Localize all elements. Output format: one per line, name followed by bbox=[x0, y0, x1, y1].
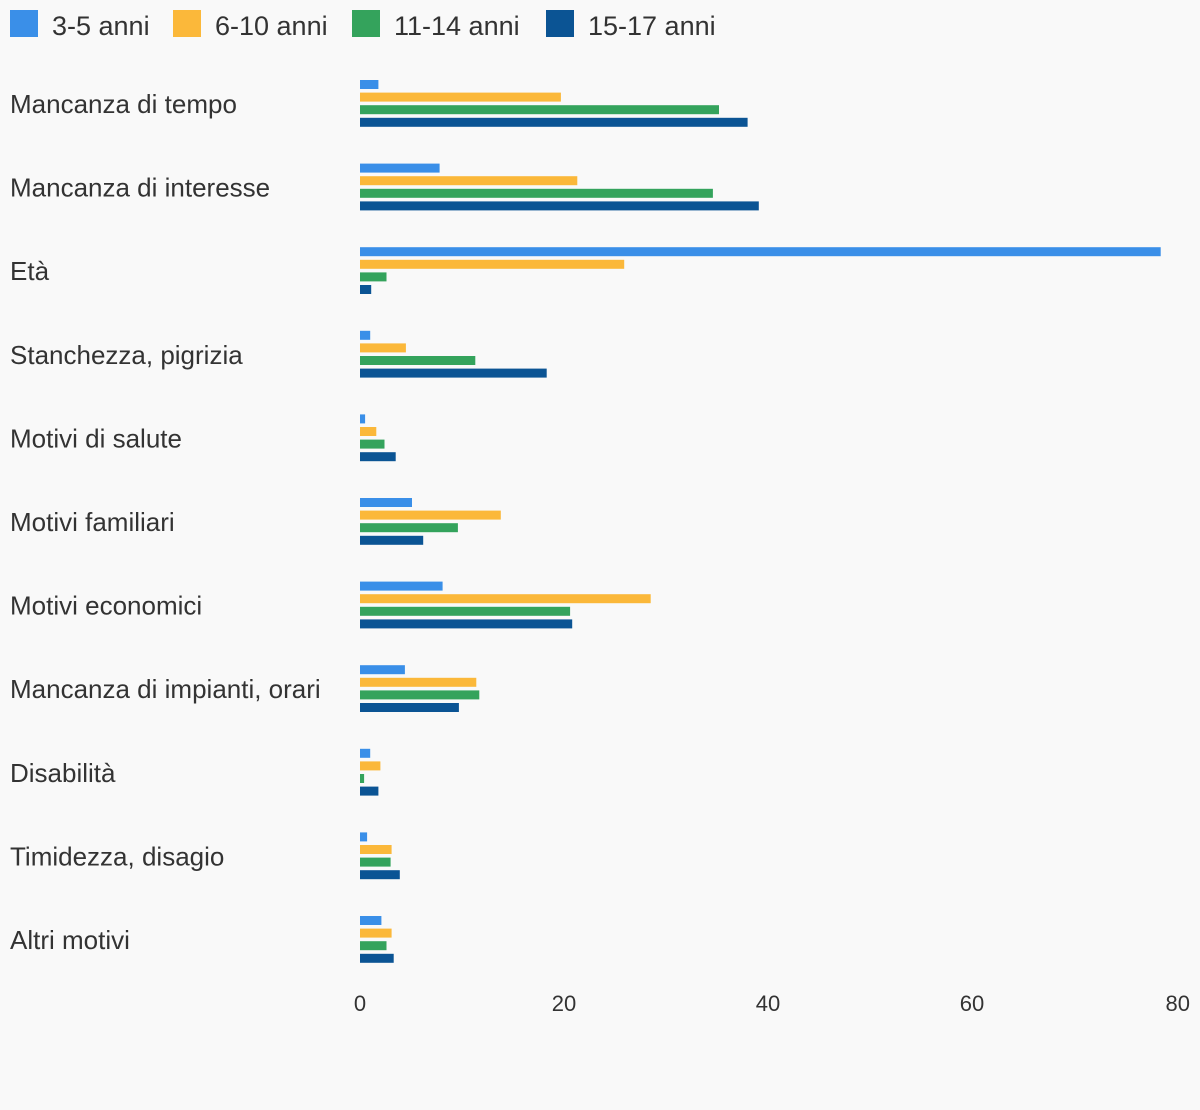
bar-4-2 bbox=[360, 201, 759, 211]
bar-3-7 bbox=[360, 606, 571, 616]
x-tick-label: 60 bbox=[960, 991, 984, 1016]
bar-2-10 bbox=[360, 845, 392, 854]
bar-4-6 bbox=[360, 535, 424, 545]
bar-2-7 bbox=[360, 594, 651, 604]
bar-1-8 bbox=[360, 665, 405, 675]
bar-4-11 bbox=[360, 953, 394, 963]
bar-4-3 bbox=[360, 285, 372, 294]
bar-3-1 bbox=[360, 105, 719, 115]
category-label: Mancanza di interesse bbox=[10, 173, 270, 203]
bar-4-8 bbox=[360, 703, 459, 712]
bar-3-2 bbox=[360, 188, 713, 198]
x-axis: 0 20 40 60 80 bbox=[354, 991, 1190, 1016]
legend-swatch-1 bbox=[10, 10, 38, 37]
category-label: Età bbox=[10, 256, 50, 286]
bar-3-8 bbox=[360, 690, 480, 700]
bar-1-2 bbox=[360, 163, 440, 173]
bar-4-10 bbox=[360, 870, 400, 880]
category-label: Motivi economici bbox=[10, 591, 202, 621]
legend-label-3: 11-14 anni bbox=[394, 11, 520, 41]
legend-label-4: 15-17 anni bbox=[588, 11, 716, 41]
bar-3-6 bbox=[360, 523, 458, 533]
bar-2-8 bbox=[360, 677, 477, 687]
bar-3-5 bbox=[360, 439, 385, 449]
bar-1-9 bbox=[360, 748, 371, 758]
bar-1-10 bbox=[360, 832, 368, 842]
bar-3-9 bbox=[360, 774, 365, 783]
bar-1-4 bbox=[360, 330, 371, 340]
category-label: Stanchezza, pigrizia bbox=[10, 340, 243, 370]
legend-label-2: 6-10 anni bbox=[215, 11, 328, 41]
bar-2-11 bbox=[360, 928, 392, 938]
bar-1-1 bbox=[360, 80, 379, 89]
bar-1-11 bbox=[360, 916, 382, 925]
bar-3-10 bbox=[360, 857, 391, 867]
bar-4-9 bbox=[360, 786, 379, 796]
category-labels: Mancanza di tempo Mancanza di interesse Et… bbox=[10, 89, 321, 955]
category-label: Motivi di salute bbox=[10, 423, 182, 453]
bar-1-6 bbox=[360, 498, 412, 507]
bar-2-9 bbox=[360, 761, 381, 771]
bar-2-6 bbox=[360, 510, 501, 520]
category-label: Disabilità bbox=[10, 758, 116, 788]
category-label: Altri motivi bbox=[10, 925, 130, 955]
bar-1-3 bbox=[360, 247, 1161, 257]
bar-4-5 bbox=[360, 452, 396, 462]
x-tick-label: 20 bbox=[552, 991, 576, 1016]
bar-4-4 bbox=[360, 368, 547, 378]
bar-1-7 bbox=[360, 581, 443, 591]
legend-label-1: 3-5 anni bbox=[52, 11, 150, 41]
x-tick-label: 0 bbox=[354, 991, 366, 1016]
bar-2-4 bbox=[360, 343, 406, 353]
legend-swatch-3 bbox=[352, 10, 380, 37]
bar-3-11 bbox=[360, 941, 387, 951]
bar-1-5 bbox=[360, 414, 366, 424]
bar-2-5 bbox=[360, 427, 377, 436]
legend: 3-5 anni 6-10 anni 11-14 anni 15-17 anni bbox=[10, 10, 716, 41]
category-label: Mancanza di impianti, orari bbox=[10, 674, 321, 704]
bar-3-3 bbox=[360, 272, 387, 282]
bar-2-2 bbox=[360, 176, 578, 186]
x-tick-label: 40 bbox=[756, 991, 780, 1016]
x-tick-label: 80 bbox=[1166, 991, 1190, 1016]
bar-4-7 bbox=[360, 619, 573, 629]
bar-3-4 bbox=[360, 356, 476, 365]
bars bbox=[360, 80, 1161, 963]
bar-4-1 bbox=[360, 117, 748, 127]
bar-2-3 bbox=[360, 259, 625, 269]
category-label: Timidezza, disagio bbox=[10, 841, 224, 871]
legend-swatch-2 bbox=[173, 10, 201, 37]
legend-swatch-4 bbox=[546, 10, 574, 37]
category-label: Motivi familiari bbox=[10, 507, 175, 537]
category-label: Mancanza di tempo bbox=[10, 89, 237, 119]
bar-2-1 bbox=[360, 92, 561, 102]
